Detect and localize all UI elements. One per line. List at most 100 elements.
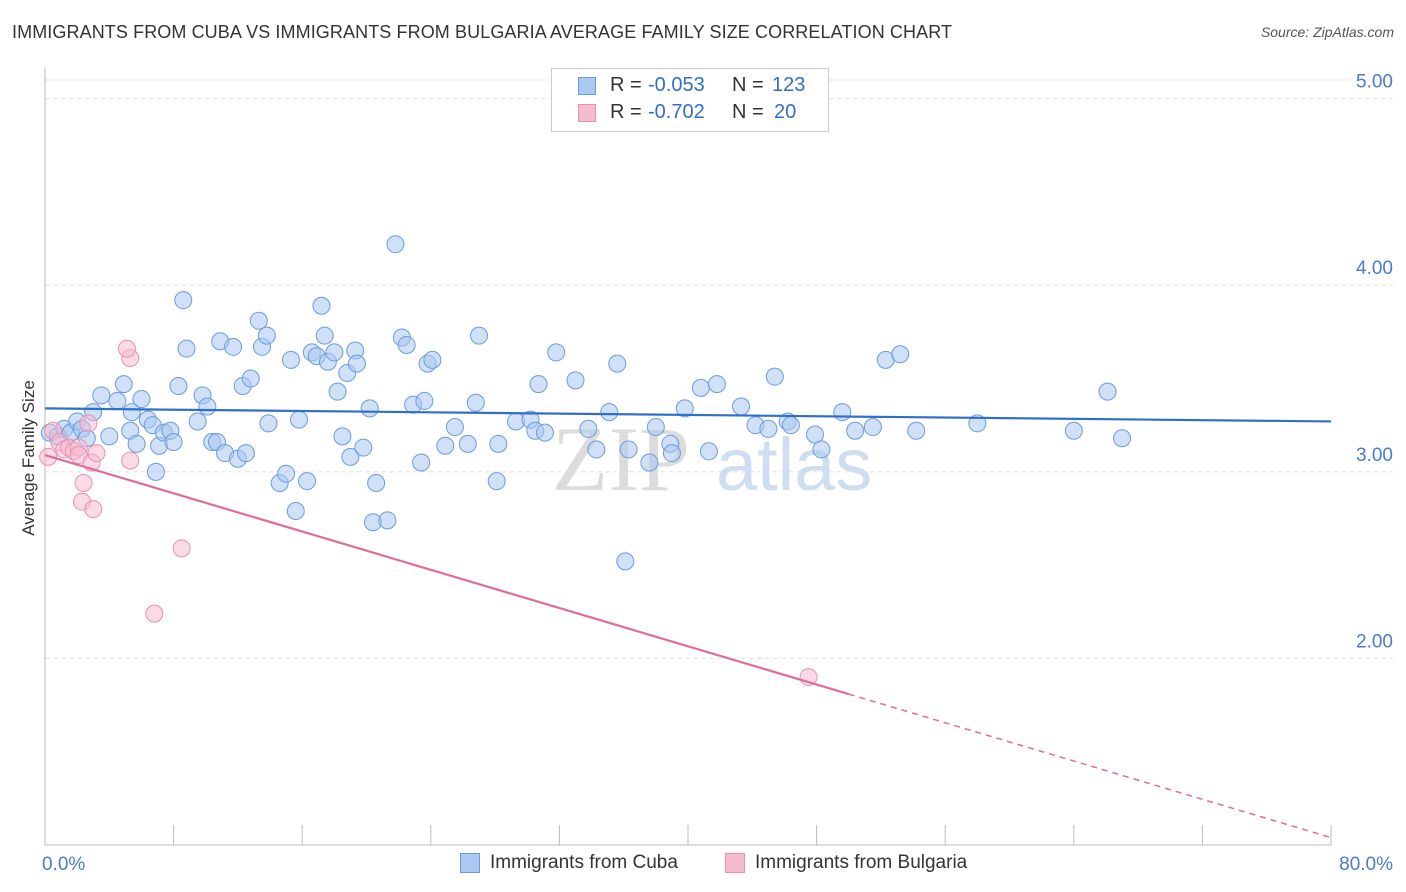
cuba-point [675,399,694,418]
cuba-point [765,367,784,386]
cuba-point [367,474,386,493]
cuba-point [691,378,710,397]
cuba-point [289,410,308,429]
cuba-point [386,235,405,254]
bulgaria-point [145,604,164,623]
bottom-legend-bulgaria: Immigrants from Bulgaria [755,852,968,873]
legend-n-value-bulgaria: 20 [774,101,797,123]
legend-r-label-cuba: R = [610,74,642,96]
cuba-point [566,371,585,390]
cuba-point [164,432,183,451]
cuba-point [198,397,217,416]
bottom-legend-cuba: Immigrants from Cuba [490,852,678,873]
cuba-point [470,326,489,345]
series-bulgaria [39,339,818,687]
watermark-atlas: atlas [716,423,872,506]
cuba-point [968,414,987,433]
cuba-point [891,345,910,364]
cuba-point [169,377,188,395]
cuba-point [489,434,508,453]
cuba-point [846,421,865,440]
cuba-point [188,412,207,431]
cuba-point [423,350,442,369]
trend-line-bulgaria [44,453,850,696]
cuba-point [759,419,778,438]
cuba-point [579,419,598,438]
legend-n-label-cuba: N = [732,74,764,96]
chart-title: IMMIGRANTS FROM CUBA VS IMMIGRANTS FROM … [12,22,953,42]
cuba-point [378,511,397,530]
series-cuba [40,235,1132,571]
bulgaria-point [121,451,140,470]
cuba-point [662,444,681,463]
cuba-point [707,375,726,394]
cuba-point [415,391,434,410]
cuba-point [328,382,347,401]
cuba-point [1113,429,1132,448]
cuba-point [315,326,334,345]
cuba-point [458,434,477,453]
bulgaria-point [117,339,136,358]
cuba-point [236,444,255,463]
cuba-point [397,335,416,354]
cuba-point [360,399,379,418]
y-tick-label: 4.00 [1356,258,1393,279]
x-ticks: 0.0% 80.0% [42,825,1393,875]
cuba-point [600,403,619,422]
cuba-point [224,337,243,356]
cuba-point [249,311,268,330]
bottom-legend-swatch-cuba [460,853,480,873]
cuba-point [640,453,659,472]
cuba-point [466,393,485,412]
bulgaria-point [74,474,93,493]
cuba-point [347,354,366,373]
cuba-point [833,403,852,422]
cuba-point [608,354,627,373]
legend-r-value-cuba: -0.053 [648,74,705,96]
y-tick-label: 3.00 [1356,445,1393,466]
cuba-point [146,462,165,481]
cuba-point [174,291,193,310]
cuba-point [325,343,344,362]
cuba-point [535,423,554,442]
cuba-point [108,391,127,410]
cuba-point [127,434,146,453]
y-tick-labels: 2.00 3.00 4.00 5.00 [1356,72,1393,653]
cuba-point [547,343,566,362]
cuba-point [863,418,882,437]
cuba-point [241,369,260,388]
cuba-point [781,416,800,435]
cuba-point [92,386,111,405]
y-tick-label: 5.00 [1356,72,1393,93]
cuba-point [1098,382,1117,401]
cuba-point [487,472,506,491]
cuba-point [259,414,278,433]
legend-n-value-cuba: 123 [772,74,806,96]
cuba-point [619,440,638,459]
legend-r-label-bulgaria: R = [610,101,642,123]
trend-line-cuba [44,407,1332,423]
legend-n-label-bulgaria: N = [732,101,764,123]
cuba-point [277,464,296,483]
x-tick-label-max: 80.0% [1339,854,1393,875]
cuba-point [445,418,464,437]
cuba-point [436,436,455,455]
cuba-point [114,375,133,394]
cuba-point [333,427,352,446]
watermark: ZIP atlas [552,408,872,510]
gridlines [45,79,1395,659]
cuba-point [281,350,300,369]
bottom-legend-swatch-bulgaria [725,853,745,873]
cuba-point [132,390,151,409]
cuba-point [312,296,331,315]
cuba-point [699,442,718,461]
cuba-point [812,440,831,459]
trend-line-bulgaria-extension [848,693,1332,839]
x-tick-label-min: 0.0% [42,854,85,875]
cuba-point [298,472,317,491]
legend-swatch-bulgaria [578,104,596,122]
cuba-point [341,447,360,466]
bulgaria-point [79,414,98,433]
cuba-point [907,421,926,440]
